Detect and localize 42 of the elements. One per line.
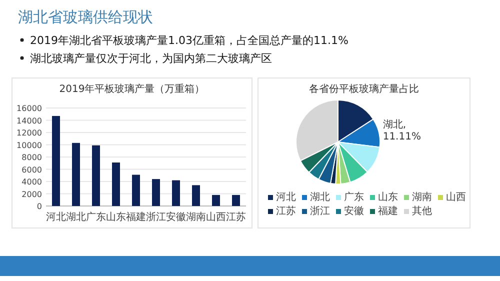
bar <box>172 180 180 206</box>
text: 2019年湖北省平板玻璃产量1.03亿重箱，占全国总产量的11.1% <box>30 34 348 47</box>
x-tick-label: 广东 <box>86 211 106 223</box>
y-tick-label: 10000 <box>16 140 42 150</box>
x-tick-label: 安徽 <box>166 211 186 223</box>
legend-label: 山东 <box>378 191 398 203</box>
y-tick-label: 4000 <box>22 178 42 186</box>
legend-label: 其他 <box>412 205 432 217</box>
bar <box>232 194 240 206</box>
bar <box>192 185 200 206</box>
bar <box>92 145 100 206</box>
bar <box>212 194 220 206</box>
y-tick-label: 14000 <box>16 116 42 126</box>
x-tick-label: 浙江 <box>146 211 166 223</box>
y-tick-label: 16000 <box>16 104 42 113</box>
chart-title: 各省份平板玻璃产量占比 <box>309 83 419 95</box>
x-tick-label: 湖北 <box>66 211 86 223</box>
x-tick-label: 福建 <box>126 211 146 223</box>
data-label: 湖北, 11.11% <box>382 118 421 143</box>
legend-label: 湖北 <box>310 191 330 203</box>
bar <box>112 162 120 206</box>
x-tick-label: 湖南 <box>186 211 206 223</box>
text: 湖北玻璃产量仅次于河北，为国内第二大玻璃产区 <box>30 52 272 65</box>
x-tick-label: 山西 <box>206 211 226 223</box>
x-tick-label: 河北 <box>46 211 66 223</box>
bar <box>72 142 80 206</box>
y-tick-label: 12000 <box>16 128 42 138</box>
x-tick-label: 江苏 <box>226 211 246 223</box>
y-tick-label: 0 <box>36 202 42 211</box>
legend-label: 河北 <box>276 191 296 203</box>
y-tick-label: 2000 <box>22 190 42 199</box>
y-tick-label: 6000 <box>22 165 42 174</box>
text: 湖北省玻璃供给现状 <box>18 8 153 26</box>
bar <box>152 179 160 206</box>
legend-label: 广东 <box>344 191 364 203</box>
x-tick-label: 山东 <box>106 211 126 223</box>
y-tick-label: 8000 <box>22 153 42 162</box>
bar <box>52 116 60 206</box>
legend-label: 湖南 <box>412 191 432 203</box>
chart-title: 2019年平板玻璃产量（万重箱） <box>59 83 205 95</box>
bar <box>132 174 140 206</box>
legend-label: 山西 <box>446 191 466 203</box>
